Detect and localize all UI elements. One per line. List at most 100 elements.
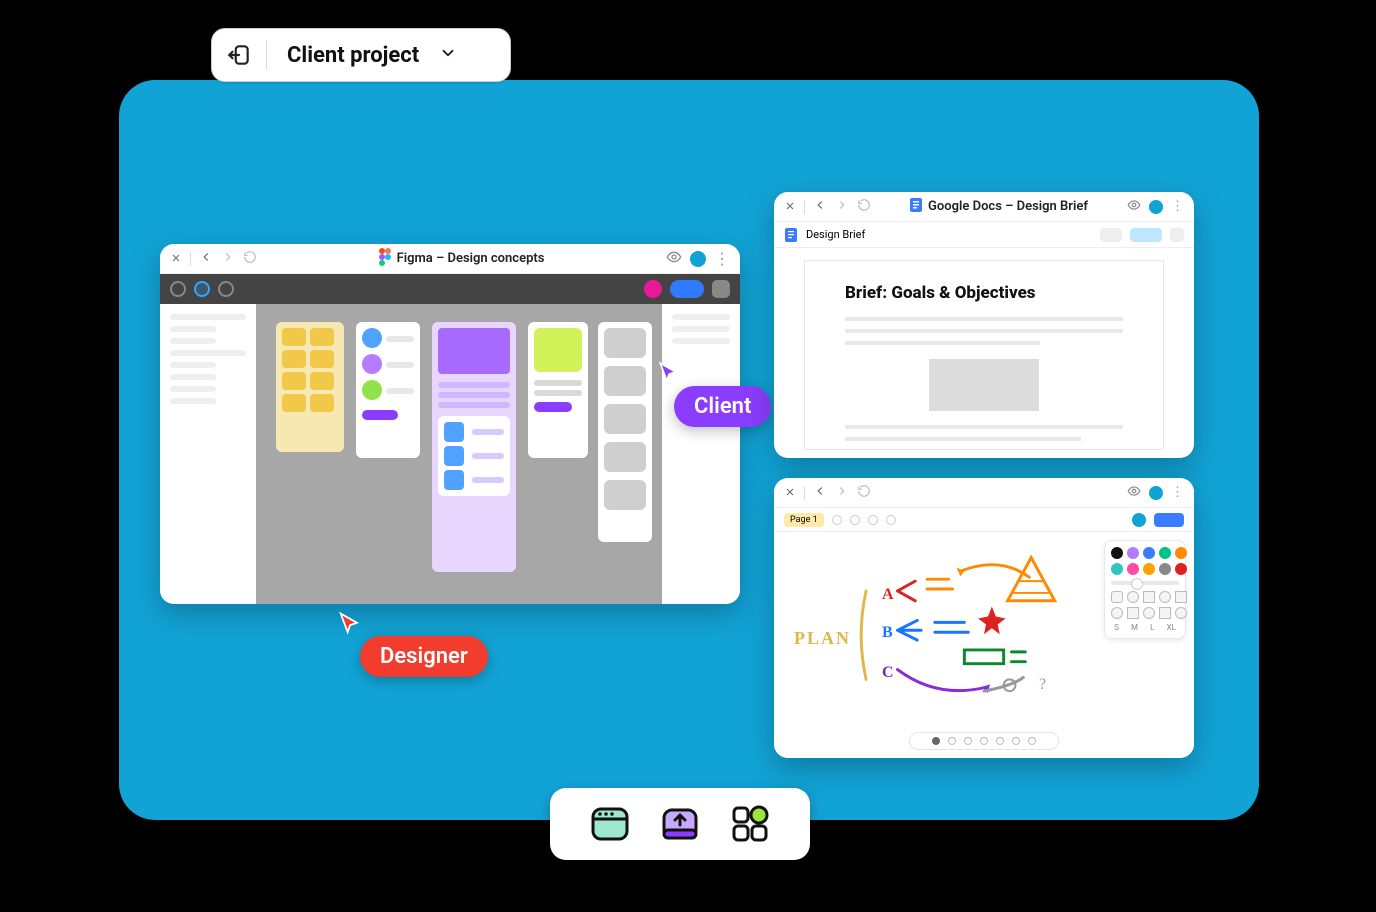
whiteboard-canvas[interactable]: ? PLAN A B C S M L XL	[774, 532, 1194, 758]
pager-dot[interactable]	[948, 737, 956, 745]
node-label-a: A	[882, 586, 894, 604]
color-swatch[interactable]	[1127, 547, 1139, 559]
divider	[190, 252, 191, 266]
gdocs-window[interactable]: Google Docs – Design Brief ⋮ Design Brie…	[774, 192, 1194, 458]
share-button[interactable]	[670, 280, 704, 298]
divider	[266, 40, 267, 70]
upload-app-icon[interactable]	[659, 803, 701, 845]
size-option[interactable]: XL	[1167, 623, 1176, 632]
pager-dot[interactable]	[980, 737, 988, 745]
gdocs-logo-icon	[910, 198, 922, 216]
eye-icon[interactable]	[1127, 483, 1141, 502]
tab-title: Google Docs – Design Brief	[928, 199, 1088, 214]
user-avatar[interactable]	[1149, 200, 1163, 214]
tab-title: Figma – Design concepts	[397, 251, 545, 266]
color-swatch[interactable]	[1111, 563, 1123, 575]
close-icon[interactable]	[170, 249, 182, 268]
forward-icon[interactable]	[221, 249, 235, 268]
back-icon[interactable]	[813, 483, 827, 502]
svg-text:?: ?	[1039, 676, 1046, 693]
browser-tabbar: ⋮	[774, 478, 1194, 508]
more-icon[interactable]: ⋮	[1171, 200, 1184, 213]
color-swatch[interactable]	[1175, 547, 1187, 559]
tool-circle[interactable]	[170, 281, 186, 297]
color-swatch[interactable]	[1159, 547, 1171, 559]
eye-icon[interactable]	[666, 249, 682, 269]
node-label-b: B	[882, 624, 893, 642]
figma-right-panel[interactable]	[662, 304, 740, 604]
toolbar-chip[interactable]	[1130, 228, 1162, 242]
back-icon[interactable]	[813, 197, 827, 216]
close-icon[interactable]	[784, 197, 796, 216]
figma-canvas[interactable]	[256, 304, 662, 604]
artboard[interactable]	[356, 322, 420, 458]
artboard[interactable]	[528, 322, 588, 458]
doc-image-placeholder	[929, 359, 1039, 411]
more-icon[interactable]: ⋮	[1171, 486, 1184, 499]
figma-window[interactable]: Figma – Design concepts ⋮	[160, 244, 740, 604]
present-button[interactable]	[712, 280, 730, 298]
style-palette[interactable]: S M L XL	[1104, 540, 1186, 639]
color-swatch[interactable]	[1127, 563, 1139, 575]
color-swatch[interactable]	[1143, 547, 1155, 559]
close-icon[interactable]	[784, 483, 796, 502]
pager-dot[interactable]	[1012, 737, 1020, 745]
project-switcher[interactable]: Client project	[211, 28, 511, 82]
page-dot[interactable]	[832, 515, 842, 525]
exit-icon[interactable]	[226, 42, 252, 68]
page-dot[interactable]	[886, 515, 896, 525]
window-app-icon[interactable]	[589, 803, 631, 845]
toolbar-chip[interactable]	[1100, 228, 1122, 242]
size-option[interactable]: S	[1114, 623, 1119, 632]
artboard[interactable]	[432, 322, 516, 572]
color-swatch[interactable]	[1175, 563, 1187, 575]
divider	[804, 486, 805, 500]
reload-icon[interactable]	[243, 249, 257, 268]
forward-icon[interactable]	[835, 483, 849, 502]
plan-label: PLAN	[794, 628, 851, 649]
pager-dot[interactable]	[964, 737, 972, 745]
back-icon[interactable]	[199, 249, 213, 268]
size-option[interactable]: M	[1131, 623, 1138, 632]
page-dot[interactable]	[850, 515, 860, 525]
client-cursor-label: Client	[674, 386, 771, 427]
forward-icon[interactable]	[835, 197, 849, 216]
browser-tabbar: Figma – Design concepts ⋮	[160, 244, 740, 274]
node-label-c: C	[882, 664, 894, 682]
color-swatch[interactable]	[1143, 563, 1155, 575]
toolbar-chip[interactable]	[1170, 228, 1184, 242]
tool-circle[interactable]	[218, 281, 234, 297]
page-dot[interactable]	[868, 515, 878, 525]
doc-tab-title[interactable]: Design Brief	[806, 228, 865, 241]
apps-grid-icon[interactable]	[729, 803, 771, 845]
reload-icon[interactable]	[857, 483, 871, 502]
color-swatch[interactable]	[1159, 563, 1171, 575]
client-cursor-icon	[656, 360, 682, 390]
color-swatch[interactable]	[1111, 547, 1123, 559]
app-dock	[550, 788, 810, 860]
artboard[interactable]	[598, 322, 652, 542]
user-avatar[interactable]	[690, 251, 706, 267]
thickness-slider[interactable]	[1111, 581, 1179, 585]
document-page[interactable]: Brief: Goals & Objectives	[804, 260, 1164, 450]
reload-icon[interactable]	[857, 197, 871, 216]
page-chip[interactable]: Page 1	[784, 513, 824, 527]
share-button[interactable]	[1154, 513, 1184, 527]
page-pager[interactable]	[909, 732, 1059, 750]
collab-avatar[interactable]	[1132, 513, 1146, 527]
collab-avatar[interactable]	[644, 280, 662, 298]
pager-dot[interactable]	[932, 737, 940, 745]
eye-icon[interactable]	[1127, 197, 1141, 216]
tool-circle-selected[interactable]	[194, 281, 210, 297]
figma-left-panel[interactable]	[160, 304, 256, 604]
pager-dot[interactable]	[996, 737, 1004, 745]
whiteboard-window[interactable]: ⋮ Page 1	[774, 478, 1194, 758]
pager-dot[interactable]	[1028, 737, 1036, 745]
more-icon[interactable]: ⋮	[714, 251, 730, 267]
browser-tabbar: Google Docs – Design Brief ⋮	[774, 192, 1194, 222]
doc-heading: Brief: Goals & Objectives	[845, 283, 1123, 303]
size-option[interactable]: L	[1150, 623, 1154, 632]
user-avatar[interactable]	[1149, 486, 1163, 500]
artboard[interactable]	[276, 322, 344, 452]
chevron-down-icon[interactable]	[439, 44, 457, 66]
